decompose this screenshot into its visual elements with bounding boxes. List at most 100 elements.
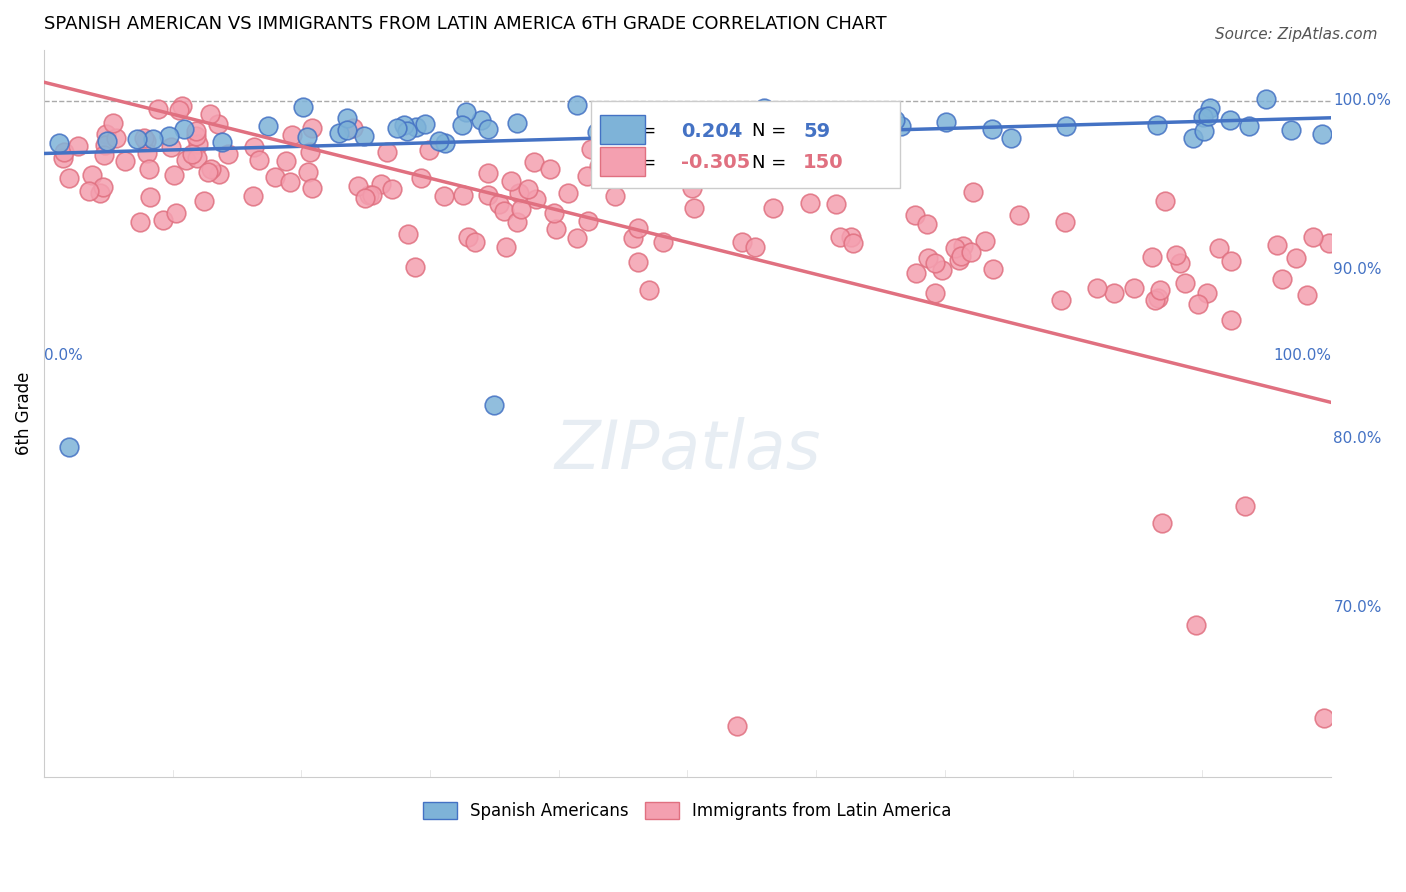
- pink: [495, 240, 517, 254]
- blue: [482, 398, 505, 412]
- blue: [413, 117, 436, 131]
- pink: [588, 159, 610, 173]
- pink: [477, 166, 499, 180]
- blue: [1237, 120, 1260, 134]
- FancyBboxPatch shape: [600, 115, 645, 145]
- pink: [598, 159, 620, 173]
- blue: [454, 105, 477, 120]
- pink: [135, 146, 157, 161]
- pink: [186, 151, 208, 165]
- pink: [839, 230, 862, 244]
- blue: [450, 118, 472, 132]
- FancyBboxPatch shape: [600, 146, 645, 176]
- Text: 59: 59: [803, 122, 831, 141]
- blue: [477, 122, 499, 136]
- blue: [1146, 118, 1168, 132]
- pink: [354, 191, 377, 205]
- pink: [278, 175, 301, 189]
- pink: [477, 188, 499, 202]
- Text: N =: N =: [752, 153, 786, 171]
- pink: [762, 201, 785, 215]
- pink: [1285, 252, 1308, 266]
- pink: [1195, 286, 1218, 301]
- pink: [193, 194, 215, 208]
- pink: [492, 204, 515, 219]
- blue: [935, 115, 957, 129]
- pink: [176, 153, 198, 167]
- pink: [621, 231, 644, 245]
- Text: 150: 150: [803, 153, 844, 172]
- pink: [135, 134, 157, 148]
- pink: [1187, 297, 1209, 311]
- pink: [105, 131, 128, 145]
- pink: [342, 120, 364, 135]
- pink: [375, 145, 398, 159]
- pink: [357, 188, 380, 202]
- pink: [129, 215, 152, 229]
- pink: [198, 107, 221, 121]
- pink: [207, 117, 229, 131]
- pink: [163, 169, 186, 183]
- pink: [576, 214, 599, 228]
- blue: [565, 98, 588, 112]
- blue: [58, 440, 80, 454]
- pink: [830, 229, 852, 244]
- Text: -0.305: -0.305: [681, 153, 751, 172]
- pink: [52, 152, 75, 166]
- Text: R =: R =: [623, 122, 657, 140]
- blue: [257, 120, 280, 134]
- pink: [517, 182, 540, 196]
- blue: [1279, 123, 1302, 137]
- blue: [353, 128, 375, 143]
- blue: [825, 120, 848, 134]
- blue: [981, 121, 1004, 136]
- pink: [94, 137, 117, 152]
- pink: [433, 189, 456, 203]
- pink: [499, 174, 522, 188]
- Text: SPANISH AMERICAN VS IMMIGRANTS FROM LATIN AMERICA 6TH GRADE CORRELATION CHART: SPANISH AMERICAN VS IMMIGRANTS FROM LATI…: [44, 15, 887, 33]
- blue: [470, 112, 492, 127]
- pink: [949, 249, 972, 263]
- pink: [243, 140, 266, 154]
- pink: [538, 161, 561, 176]
- pink: [1219, 254, 1241, 268]
- pink: [973, 234, 995, 248]
- pink: [725, 719, 748, 733]
- pink: [301, 120, 323, 135]
- blue: [676, 106, 699, 120]
- blue: [211, 135, 233, 149]
- pink: [962, 185, 984, 199]
- pink: [603, 189, 626, 203]
- pink: [370, 178, 392, 192]
- pink: [744, 239, 766, 253]
- pink: [404, 260, 426, 274]
- pink: [1313, 711, 1336, 725]
- blue: [860, 124, 883, 138]
- blue: [718, 116, 741, 130]
- blue: [1192, 110, 1215, 124]
- blue: [427, 134, 450, 148]
- pink: [1302, 229, 1324, 244]
- pink: [1166, 248, 1188, 262]
- pink: [146, 102, 169, 116]
- pink: [114, 154, 136, 169]
- blue: [392, 119, 415, 133]
- blue: [157, 128, 180, 143]
- pink: [524, 192, 547, 206]
- pink: [1271, 272, 1294, 286]
- blue: [884, 113, 907, 128]
- pink: [943, 241, 966, 255]
- Text: R =: R =: [623, 153, 657, 171]
- pink: [651, 235, 673, 250]
- blue: [1054, 119, 1077, 133]
- pink: [931, 263, 953, 277]
- blue: [173, 122, 195, 136]
- pink: [80, 168, 103, 182]
- pink: [138, 162, 160, 177]
- pink: [1168, 256, 1191, 270]
- Text: 70.0%: 70.0%: [1333, 600, 1382, 615]
- blue: [395, 124, 418, 138]
- pink: [904, 266, 927, 280]
- blue: [387, 121, 409, 136]
- blue: [838, 112, 860, 126]
